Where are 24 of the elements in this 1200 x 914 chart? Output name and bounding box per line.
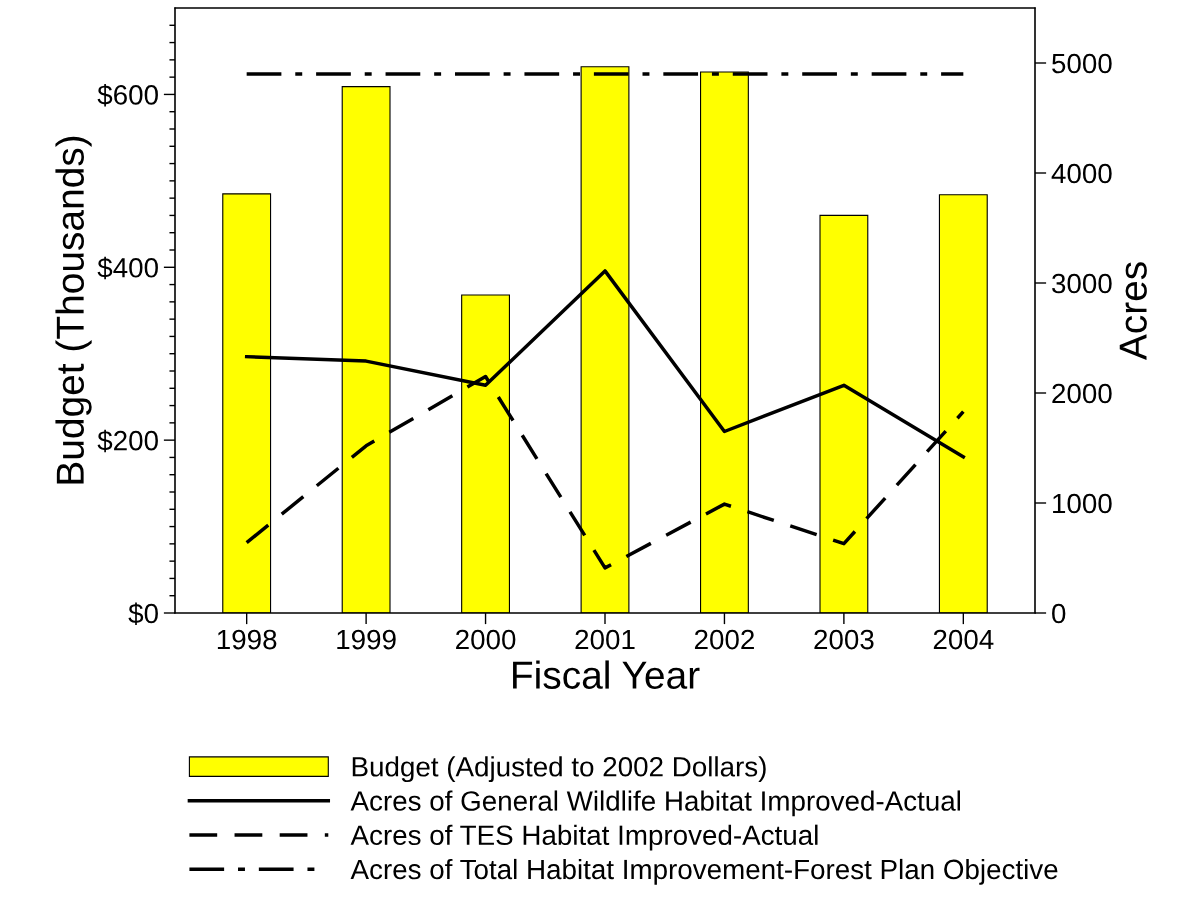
x-tick-label: 1999 [337, 629, 396, 650]
x-axis-title: Fiscal Year [513, 660, 700, 689]
y-tick-label: $400 [97, 256, 158, 280]
y2-tick-label: 3000 [1052, 273, 1112, 294]
y-tick-label: $0 [128, 602, 158, 625]
y2-tick-label: 2000 [1052, 383, 1112, 404]
y-tick-label: $200 [97, 429, 158, 453]
y-tick-label: $600 [97, 83, 158, 107]
y-axis-title: Budget (Thousands) [55, 136, 92, 484]
legend-label: Acres of TES Habitat Improved-Actual [350, 824, 818, 851]
y2-axis-title: Acres [1119, 262, 1147, 361]
y2-tick-label: 4000 [1051, 163, 1112, 184]
x-tick-label: 2003 [814, 629, 874, 650]
y2-tick-label: 5000 [1052, 53, 1112, 74]
x-tick-label: 2000 [456, 629, 516, 650]
y2-tick-label: 0 [1052, 603, 1066, 624]
legend-label: Budget (Adjusted to 2002 Dollars) [352, 756, 766, 783]
x-tick-label: 2004 [933, 629, 994, 650]
y2-tick-label: 1000 [1053, 493, 1112, 514]
legend-label: Acres of Total Habitat Improvement-Forest Plan Objective [350, 858, 1058, 885]
x-tick-label: 1998 [217, 629, 277, 650]
x-tick-label: 2001 [575, 629, 635, 650]
legend-label: Acres of General Wildlife Habitat Improved-Actual [350, 790, 961, 817]
x-tick-label: 2002 [694, 629, 754, 650]
